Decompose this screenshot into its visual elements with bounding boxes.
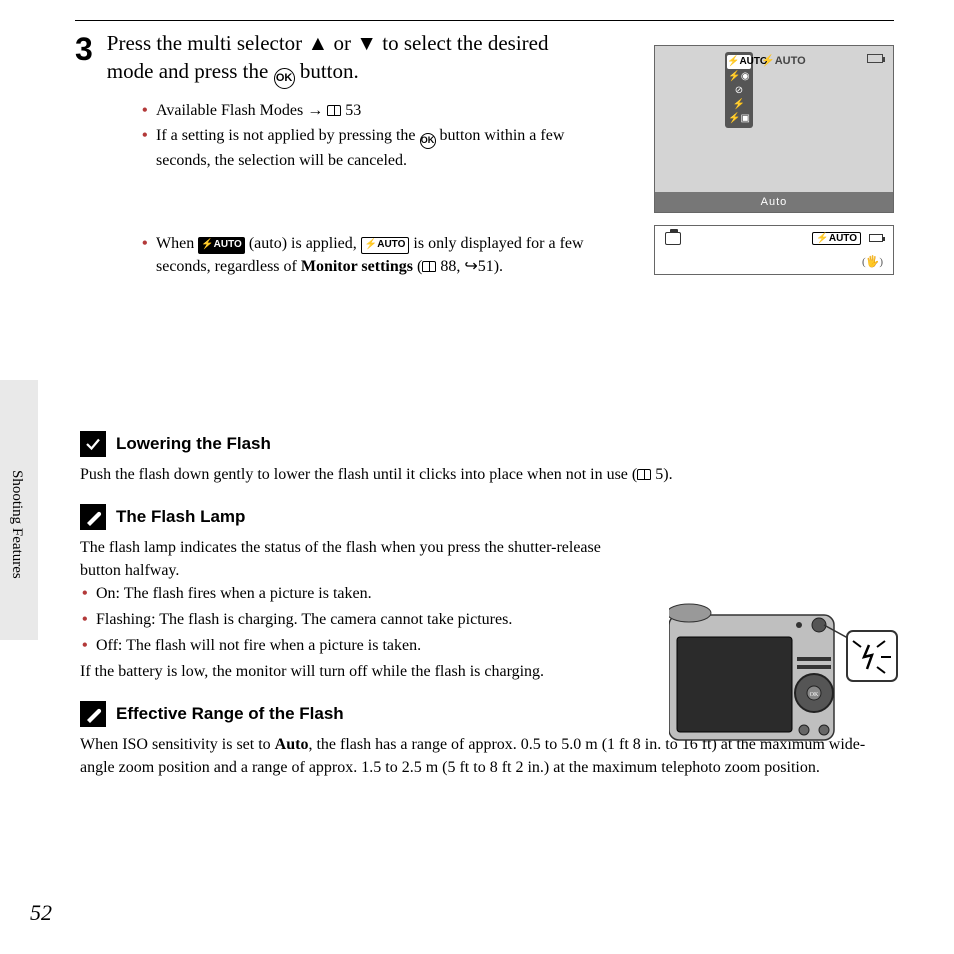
- flash-mode-option: ⚡: [725, 98, 753, 112]
- section-body: Push the flash down gently to lower the …: [80, 463, 870, 486]
- bullet-pagenum: 53: [341, 102, 361, 119]
- flash-selected-label: ⚡AUTO: [761, 54, 806, 67]
- flash-mode-option: ⚡▣: [725, 112, 753, 126]
- manual-page: 3 Press the multi selector ▲ or ▼ to sel…: [0, 0, 954, 954]
- note-icon: [80, 504, 106, 530]
- camera-mode-icon: [665, 232, 681, 245]
- flash-auto-icon: ⚡AUTO: [198, 237, 245, 254]
- camera-screen-shooting: ⚡AUTO (🖐): [654, 225, 894, 275]
- top-rule: [75, 20, 894, 21]
- step-bullets-2: When ⚡AUTO (auto) is applied, ⚡AUTO is o…: [142, 232, 612, 278]
- section-header: The Flash Lamp: [80, 504, 894, 530]
- pageref-icon: [422, 261, 436, 272]
- step-text-4: button.: [295, 59, 359, 83]
- body-text: When ISO sensitivity is set to: [80, 736, 275, 753]
- svg-text:OK: OK: [810, 692, 819, 698]
- body-outro: If the battery is low, the monitor will …: [80, 660, 620, 683]
- section-header: Lowering the Flash: [80, 431, 894, 457]
- flash-mode-name: Auto: [655, 192, 893, 212]
- step-text-1: Press the multi selector: [107, 31, 308, 55]
- bullet-text: When: [156, 235, 198, 252]
- step-bullets: Available Flash Modes → 53 If a setting …: [142, 99, 612, 172]
- section-title: The Flash Lamp: [116, 507, 245, 527]
- bullet-auto-display: When ⚡AUTO (auto) is applied, ⚡AUTO is o…: [142, 232, 612, 278]
- battery-icon: [869, 234, 883, 242]
- page-number: 52: [30, 900, 52, 926]
- step-instruction: Press the multi selector ▲ or ▼ to selec…: [107, 29, 597, 89]
- infinity-icon: ↪: [464, 258, 477, 275]
- flash-mode-option: ⊘: [725, 84, 753, 98]
- chapter-tab-label: Shooting Features: [8, 470, 25, 579]
- section-title: Effective Range of the Flash: [116, 704, 344, 724]
- check-icon: [80, 431, 106, 457]
- flash-mode-option: ⚡AUTO: [727, 55, 751, 69]
- bullet-available-modes: Available Flash Modes → 53: [142, 99, 612, 122]
- camera-screen-flash-menu: ⚡AUTO ⚡◉ ⊘ ⚡ ⚡▣ ⚡AUTO Auto: [654, 45, 894, 213]
- section-lowering-flash: Lowering the Flash Push the flash down g…: [80, 431, 894, 486]
- down-triangle-icon: ▼: [356, 31, 377, 55]
- step-number: 3: [75, 33, 93, 65]
- chapter-tab: Shooting Features: [0, 380, 38, 640]
- battery-icon: [867, 54, 883, 63]
- section-body: The flash lamp indicates the status of t…: [80, 536, 620, 684]
- body-text: Push the flash down gently to lower the …: [80, 466, 637, 483]
- bullet-flashing: Flashing: The flash is charging. The cam…: [82, 608, 620, 632]
- flash-auto-outline-icon: ⚡AUTO: [361, 237, 410, 254]
- flash-mode-option: ⚡◉: [725, 70, 753, 84]
- body-text: 5).: [651, 466, 672, 483]
- flash-auto-indicator-icon: ⚡AUTO: [812, 232, 861, 245]
- section-title: Lowering the Flash: [116, 434, 271, 454]
- ok-button-icon: OK: [274, 68, 295, 89]
- bullet-text: 88,: [436, 258, 464, 275]
- bullet-text: (auto) is applied,: [245, 235, 361, 252]
- up-triangle-icon: ▲: [307, 31, 328, 55]
- pageref-icon: [327, 105, 341, 116]
- bullet-bold: Monitor settings: [301, 258, 413, 275]
- body-bold: Auto: [275, 736, 309, 753]
- pageref-icon: [637, 469, 651, 480]
- spacer: [20, 281, 894, 431]
- ok-button-icon: OK: [420, 133, 436, 149]
- camera-back-illustration: OK: [669, 595, 899, 755]
- bullet-text: (: [413, 258, 422, 275]
- flash-mode-menu: ⚡AUTO ⚡◉ ⊘ ⚡ ⚡▣: [725, 52, 753, 128]
- vr-icon: (🖐): [862, 255, 883, 268]
- bullet-text: If a setting is not applied by pressing …: [156, 127, 420, 144]
- bullet-text: Available Flash Modes →: [156, 102, 327, 119]
- bullet-timeout: If a setting is not applied by pressing …: [142, 124, 612, 172]
- bullet-on: On: The flash fires when a picture is ta…: [82, 582, 620, 606]
- body-intro: The flash lamp indicates the status of t…: [80, 536, 620, 582]
- bullet-text: 51).: [478, 258, 503, 275]
- step-text-2: or: [328, 31, 356, 55]
- flash-lamp-bullets: On: The flash fires when a picture is ta…: [82, 582, 620, 658]
- bullet-off: Off: The flash will not fire when a pict…: [82, 634, 620, 658]
- note-icon: [80, 701, 106, 727]
